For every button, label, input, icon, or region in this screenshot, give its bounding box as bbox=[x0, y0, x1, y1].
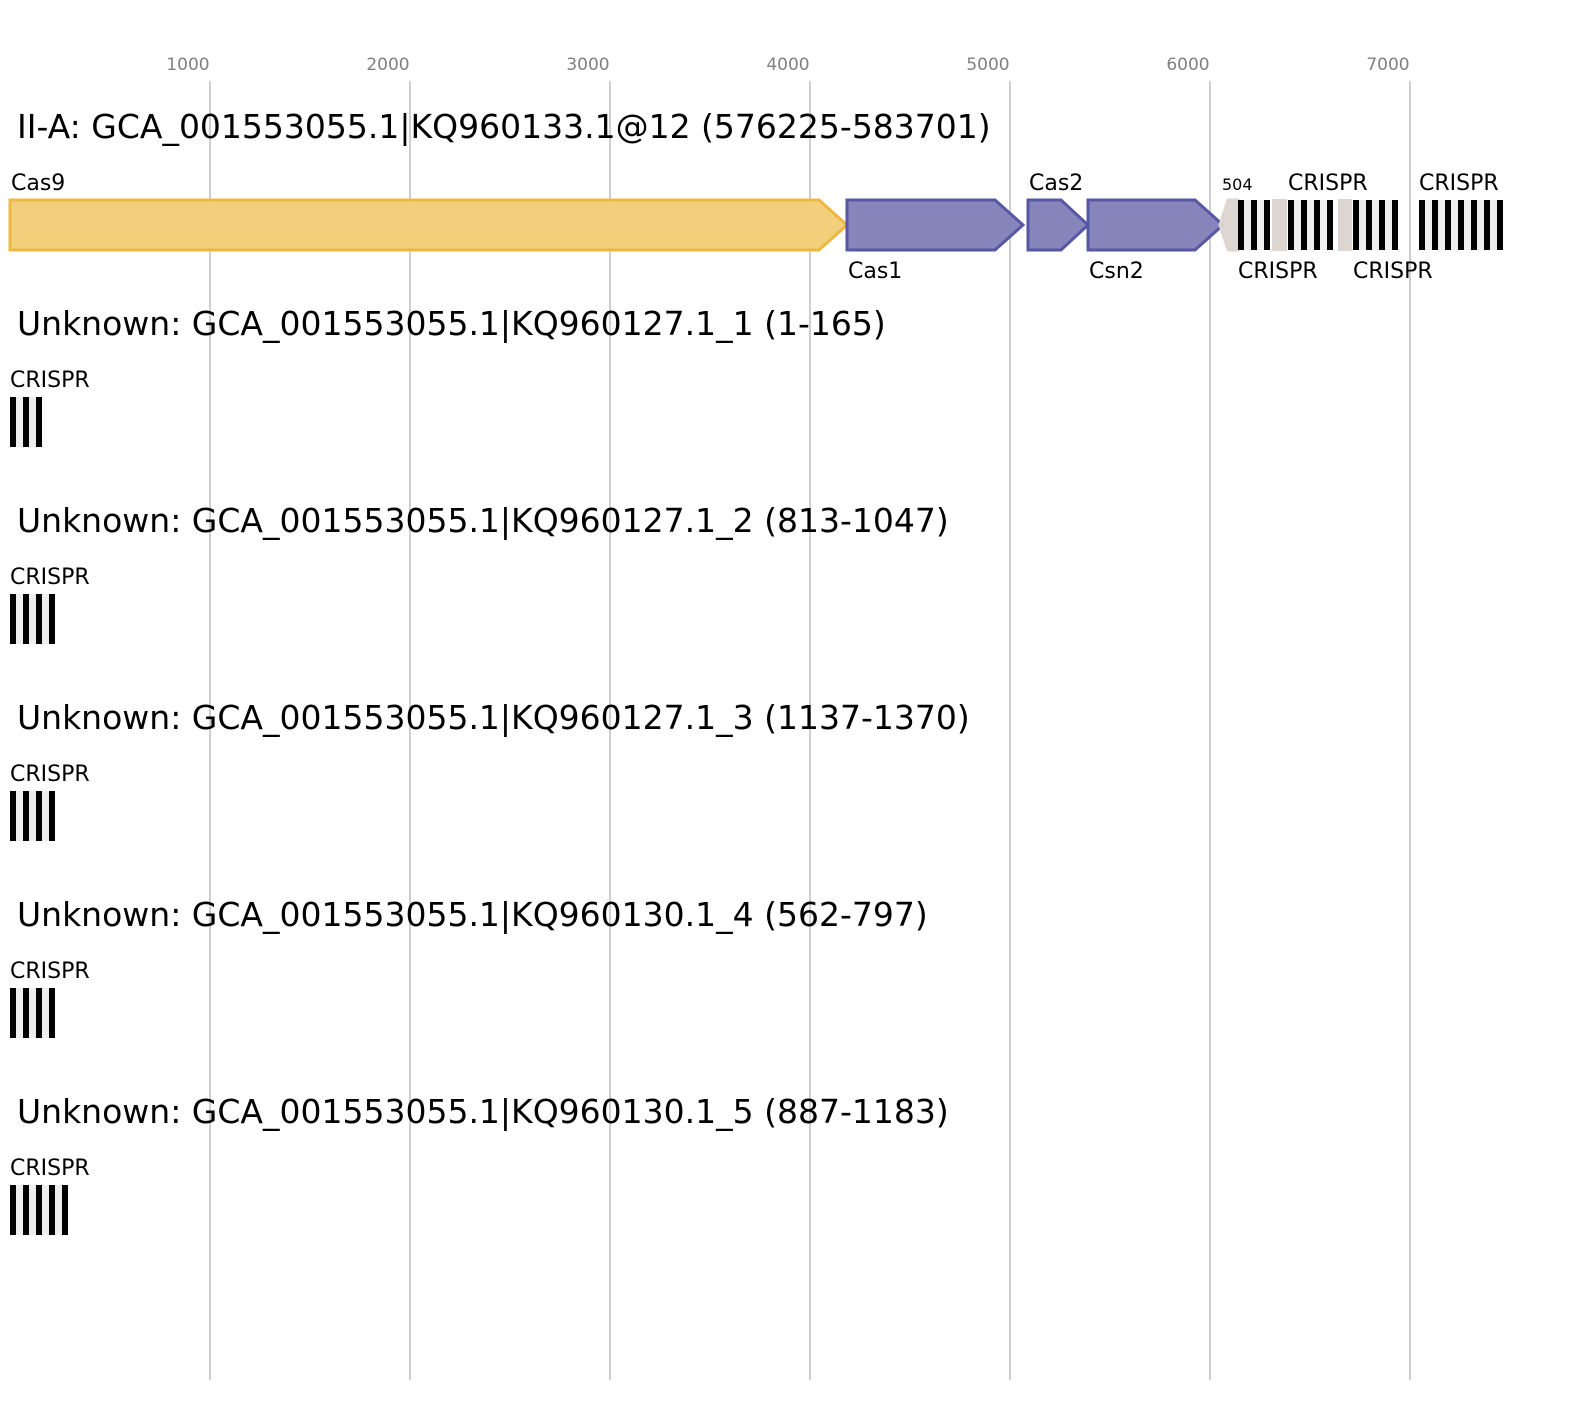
unannotated-gene bbox=[1272, 199, 1287, 251]
track-title: Unknown: GCA_001553055.1|KQ960130.1_5 (8… bbox=[17, 1092, 949, 1131]
crispr-array bbox=[10, 594, 55, 644]
crispr-label: CRISPR bbox=[1353, 259, 1433, 284]
locus-track-unknown: Unknown: GCA_001553055.1|KQ960127.1_2 (8… bbox=[10, 501, 949, 644]
crispr-repeat bbox=[49, 988, 55, 1038]
crispr-repeat bbox=[36, 594, 42, 644]
gene-arrow-csn2 bbox=[1086, 198, 1226, 252]
crispr-repeat bbox=[10, 791, 16, 841]
crispr-label: CRISPR bbox=[10, 565, 90, 590]
axis-tick-label: 3000 bbox=[566, 55, 609, 75]
axis-tick-label: 6000 bbox=[1166, 55, 1209, 75]
crispr-repeat bbox=[36, 1185, 42, 1235]
crispr-repeat bbox=[10, 594, 16, 644]
crispr-repeat bbox=[36, 988, 42, 1038]
gene-label: Cas9 bbox=[11, 171, 65, 196]
crispr-repeat bbox=[36, 791, 42, 841]
gene-label: Cas2 bbox=[1029, 171, 1083, 196]
crispr-repeat bbox=[1238, 200, 1244, 250]
crispr-repeat bbox=[1379, 200, 1385, 250]
crispr-repeat bbox=[1288, 200, 1294, 250]
crispr-repeat bbox=[36, 397, 42, 447]
gene-arrow-cas1 bbox=[845, 198, 1026, 252]
locus-track-unknown: Unknown: GCA_001553055.1|KQ960130.1_4 (5… bbox=[10, 895, 928, 1038]
axis-tick-label: 5000 bbox=[966, 55, 1009, 75]
crispr-repeat bbox=[1264, 200, 1270, 250]
crispr-repeat bbox=[10, 397, 16, 447]
axis-tick-label: 4000 bbox=[766, 55, 809, 75]
crispr-repeat bbox=[23, 397, 29, 447]
crispr-repeat bbox=[10, 1185, 16, 1235]
crispr-label: CRISPR bbox=[10, 1156, 90, 1181]
locus-track-ii-a: II-A: GCA_001553055.1|KQ960133.1@12 (576… bbox=[8, 107, 1503, 284]
crispr-repeat bbox=[1353, 200, 1359, 250]
gene-arrow-504 bbox=[1218, 198, 1240, 252]
track-title: Unknown: GCA_001553055.1|KQ960130.1_4 (5… bbox=[17, 895, 928, 934]
crispr-repeat bbox=[49, 791, 55, 841]
crispr-repeat bbox=[23, 791, 29, 841]
track-title: Unknown: GCA_001553055.1|KQ960127.1_2 (8… bbox=[17, 501, 949, 540]
locus-track-unknown: Unknown: GCA_001553055.1|KQ960127.1_3 (1… bbox=[10, 698, 970, 841]
gene-label: 504 bbox=[1222, 175, 1253, 194]
crispr-array bbox=[1353, 200, 1398, 250]
crispr-repeat bbox=[1301, 200, 1307, 250]
crispr-label: CRISPR bbox=[1238, 259, 1318, 284]
locus-track-unknown: Unknown: GCA_001553055.1|KQ960127.1_1 (1… bbox=[10, 304, 886, 447]
crispr-array bbox=[10, 988, 55, 1038]
crispr-label: CRISPR bbox=[1419, 171, 1499, 196]
axis-tick-label: 1000 bbox=[166, 55, 209, 75]
crispr-repeat bbox=[1314, 200, 1320, 250]
crispr-repeat bbox=[23, 988, 29, 1038]
crispr-repeat bbox=[1471, 200, 1477, 250]
crispr-label: CRISPR bbox=[1288, 171, 1368, 196]
crispr-repeat bbox=[1445, 200, 1451, 250]
gene-arrow-cas2 bbox=[1026, 198, 1091, 252]
crispr-repeat bbox=[62, 1185, 68, 1235]
crispr-label: CRISPR bbox=[10, 959, 90, 984]
gene-label: Csn2 bbox=[1089, 259, 1144, 284]
unannotated-gene bbox=[1338, 199, 1352, 251]
crispr-repeat bbox=[1327, 200, 1333, 250]
crispr-repeat bbox=[49, 1185, 55, 1235]
track-title: Unknown: GCA_001553055.1|KQ960127.1_1 (1… bbox=[17, 304, 886, 343]
crispr-array bbox=[10, 791, 55, 841]
crispr-repeat bbox=[1458, 200, 1464, 250]
crispr-repeat bbox=[1366, 200, 1372, 250]
crispr-repeat bbox=[49, 594, 55, 644]
track-title: Unknown: GCA_001553055.1|KQ960127.1_3 (1… bbox=[17, 698, 970, 737]
crispr-repeat bbox=[1432, 200, 1438, 250]
axis-tick-label: 7000 bbox=[1366, 55, 1409, 75]
crispr-label: CRISPR bbox=[10, 762, 90, 787]
crispr-repeat bbox=[23, 594, 29, 644]
crispr-repeat bbox=[10, 988, 16, 1038]
crispr-repeat bbox=[1392, 200, 1398, 250]
gene-arrow-cas9 bbox=[8, 198, 850, 252]
crispr-repeat bbox=[1251, 200, 1257, 250]
crispr-repeat bbox=[23, 1185, 29, 1235]
locus-track-unknown: Unknown: GCA_001553055.1|KQ960130.1_5 (8… bbox=[10, 1092, 949, 1235]
axis-tick-label: 2000 bbox=[366, 55, 409, 75]
crispr-repeat bbox=[1484, 200, 1490, 250]
crispr-repeat bbox=[1419, 200, 1425, 250]
track-title: II-A: GCA_001553055.1|KQ960133.1@12 (576… bbox=[17, 107, 991, 146]
crispr-array bbox=[1288, 200, 1333, 250]
crispr-repeat bbox=[1497, 200, 1503, 250]
crispr-label: CRISPR bbox=[10, 368, 90, 393]
gene-label: Cas1 bbox=[848, 259, 902, 284]
